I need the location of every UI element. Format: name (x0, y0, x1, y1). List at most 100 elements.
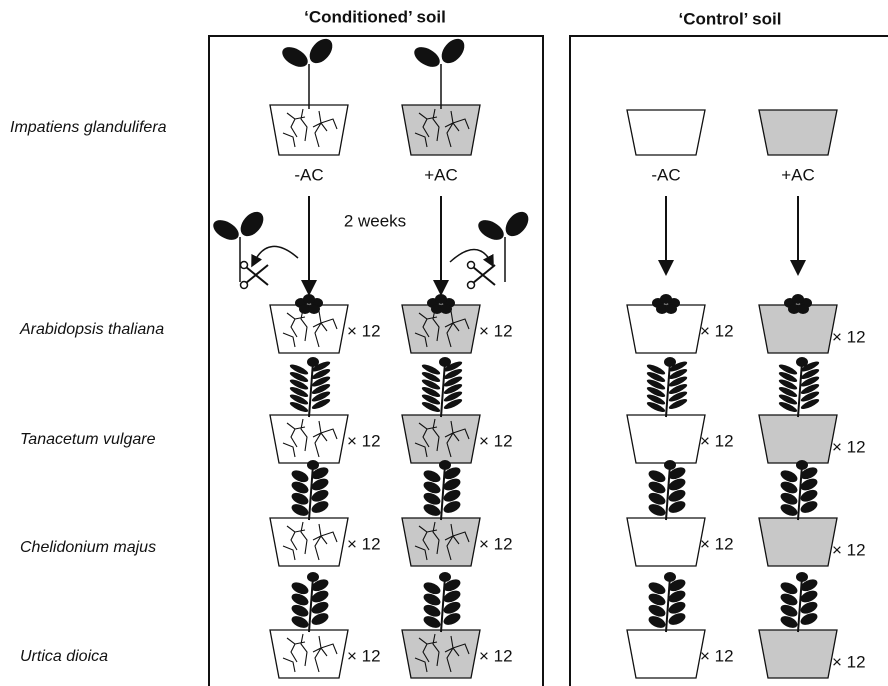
replicate-label: × 12 (832, 540, 866, 559)
replicate-label: × 12 (700, 321, 734, 340)
leaf (668, 590, 686, 603)
roots (414, 108, 470, 148)
leaf (289, 379, 309, 390)
leaf (788, 304, 800, 314)
pot (401, 104, 481, 156)
leaf (443, 467, 461, 480)
leaf (443, 368, 463, 380)
pot (758, 517, 838, 567)
leaf (311, 478, 329, 491)
scissors (472, 264, 496, 286)
leaf (800, 376, 820, 387)
leaf (668, 467, 686, 480)
leaf (656, 304, 668, 314)
leaf (668, 361, 688, 372)
leaf (797, 304, 809, 314)
leaf (660, 294, 672, 304)
treatment-label: -AC (651, 165, 680, 184)
replicate-label: × 12 (479, 534, 513, 553)
leaf (800, 383, 820, 395)
replicate-label: × 12 (347, 431, 381, 450)
leaf (439, 572, 451, 582)
replicate-label: × 12 (479, 646, 513, 665)
leaf (282, 47, 308, 67)
leaf (664, 460, 676, 470)
leaf (311, 590, 329, 603)
leaf (478, 220, 504, 240)
leaf (668, 601, 686, 614)
leaf (668, 478, 686, 491)
pot (401, 629, 481, 679)
leaf (780, 582, 798, 595)
stem (440, 361, 446, 418)
leaf (311, 467, 329, 480)
leaf (646, 371, 666, 383)
leaf (800, 601, 818, 614)
leaf (291, 504, 309, 516)
pot (626, 517, 706, 567)
leaf (311, 383, 331, 395)
pot (626, 414, 706, 464)
leaf (780, 492, 798, 505)
leaf (648, 470, 666, 483)
leaf (423, 504, 441, 516)
leaf (431, 304, 443, 314)
roots (282, 418, 338, 458)
leaf (780, 481, 798, 494)
leaf (648, 481, 666, 494)
pot (758, 414, 838, 464)
leaf (440, 304, 452, 314)
leaf (213, 220, 239, 240)
treatment-label: +AC (424, 165, 458, 184)
leaf (664, 572, 676, 582)
leaf (648, 582, 666, 595)
leaf (421, 401, 441, 413)
leaf (311, 613, 329, 625)
leaf (800, 613, 818, 625)
leaf (423, 593, 441, 606)
leaf (668, 391, 688, 402)
leaf (439, 460, 451, 470)
leaf (646, 364, 666, 375)
panel-frame (569, 35, 888, 686)
leaf (646, 379, 666, 390)
roots (282, 633, 338, 673)
leaf (311, 601, 329, 614)
leaf (423, 616, 441, 628)
pot (626, 629, 706, 679)
leaf (307, 572, 319, 582)
scissors (239, 280, 249, 290)
leaf (421, 364, 441, 375)
pot (758, 629, 838, 679)
leaf (778, 401, 798, 413)
replicate-label: × 12 (479, 321, 513, 340)
leaf (311, 391, 331, 402)
leaf (443, 613, 461, 625)
leaf (668, 376, 688, 387)
leaf (505, 211, 529, 237)
leaf (311, 489, 329, 502)
treatment-label: -AC (294, 165, 323, 184)
panel-title: ‘Control’ soil (679, 9, 782, 28)
replicate-label: × 12 (700, 646, 734, 665)
pot (269, 104, 349, 156)
leaf (665, 304, 677, 314)
replicate-label: × 12 (347, 321, 381, 340)
leaf (421, 379, 441, 390)
leaf (800, 579, 818, 592)
leaf (289, 386, 309, 398)
leaf (443, 376, 463, 387)
leaf (311, 579, 329, 592)
leaf (668, 579, 686, 592)
curved-arrow (251, 245, 299, 268)
replicate-label: × 12 (347, 646, 381, 665)
roots (414, 308, 470, 348)
leaf (800, 467, 818, 480)
leaf (800, 501, 818, 513)
species-label: Chelidonium majus (20, 539, 156, 556)
leaf (289, 401, 309, 413)
leaf (780, 504, 798, 516)
leaf (421, 386, 441, 398)
leaf (311, 361, 331, 372)
scissors (245, 264, 269, 286)
